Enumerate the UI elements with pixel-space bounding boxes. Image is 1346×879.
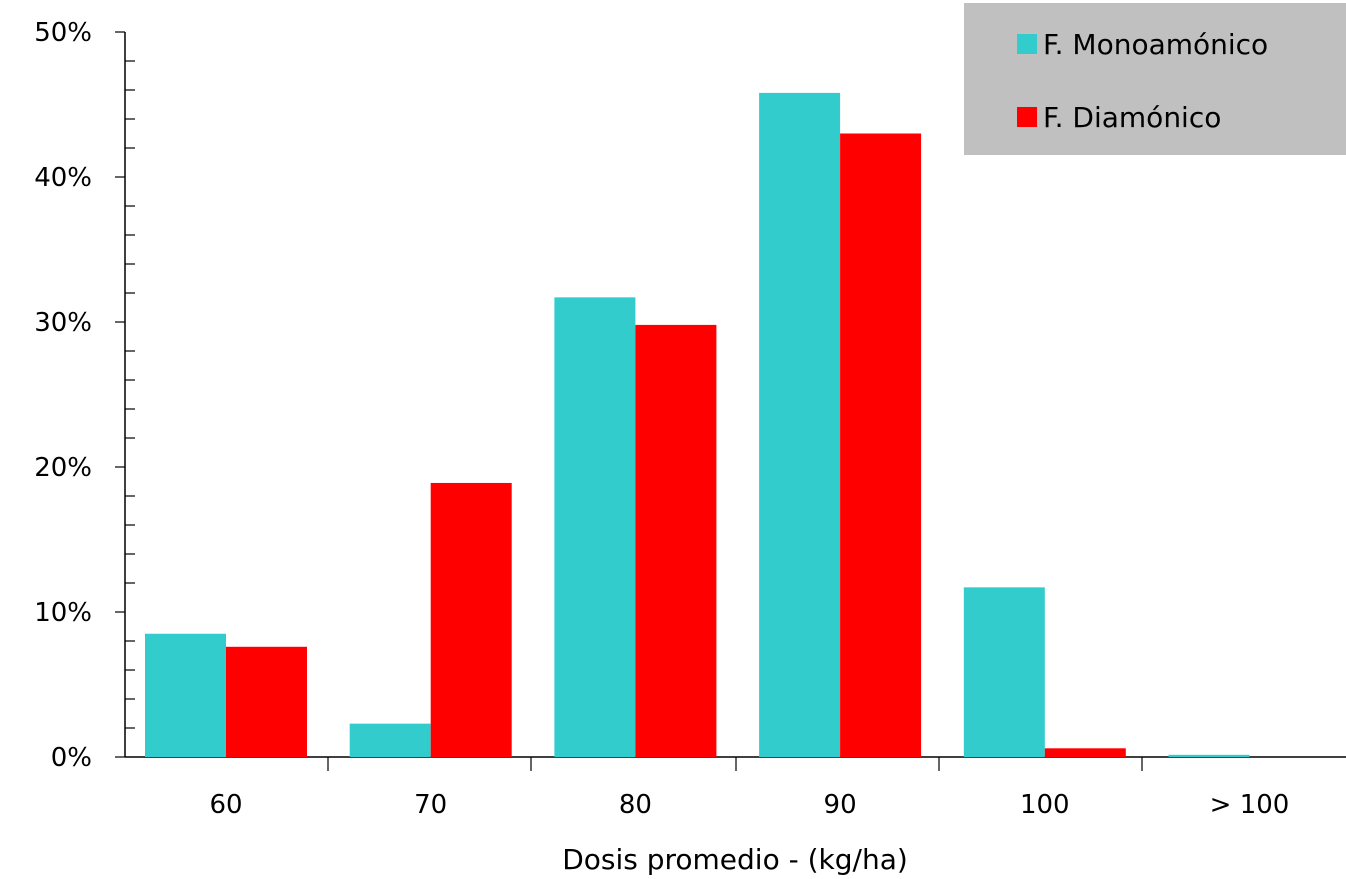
x-tick-label: 80 bbox=[619, 790, 652, 820]
legend-swatch bbox=[1017, 34, 1037, 54]
bar-diamonico-1 bbox=[430, 482, 512, 757]
bar-diamonico-2 bbox=[635, 324, 717, 757]
bar-monoamonico-1 bbox=[349, 723, 431, 757]
x-tick-label: 70 bbox=[414, 790, 447, 820]
bar-diamonico-0 bbox=[226, 646, 307, 757]
y-tick-label: 20% bbox=[34, 453, 92, 483]
bar-monoamonico-4 bbox=[963, 587, 1045, 757]
bar-monoamonico-5 bbox=[1168, 754, 1250, 757]
x-tick-label: 60 bbox=[209, 790, 242, 820]
legend: F. Monoamónico F. Diamónico bbox=[964, 3, 1346, 155]
x-tick-label: > 100 bbox=[1210, 790, 1290, 820]
y-tick-label: 40% bbox=[34, 163, 92, 193]
y-tick-label: 30% bbox=[34, 308, 92, 338]
bar-diamonico-3 bbox=[840, 133, 922, 757]
bar-monoamonico-0 bbox=[145, 633, 226, 757]
legend-box bbox=[964, 3, 1346, 155]
bar-monoamonico-2 bbox=[554, 297, 636, 757]
y-tick-label: 10% bbox=[34, 598, 92, 628]
axes: 0% 10% 20% 30% 40% 50% 60 70 80 90 100 > 100 bbox=[34, 18, 1346, 820]
bar-diamonico-4 bbox=[1044, 748, 1126, 757]
x-axis-title: Dosis promedio - (kg/ha) bbox=[562, 843, 908, 876]
x-tick-label: 90 bbox=[824, 790, 857, 820]
bars bbox=[145, 92, 1250, 757]
y-tick-label: 0% bbox=[51, 743, 92, 773]
legend-swatch bbox=[1017, 107, 1037, 127]
y-tick-label: 50% bbox=[34, 18, 92, 48]
legend-label: F. Diamónico bbox=[1043, 101, 1221, 134]
bar-monoamonico-3 bbox=[759, 92, 841, 757]
x-tick-label: 100 bbox=[1020, 790, 1070, 820]
legend-label: F. Monoamónico bbox=[1043, 28, 1268, 61]
